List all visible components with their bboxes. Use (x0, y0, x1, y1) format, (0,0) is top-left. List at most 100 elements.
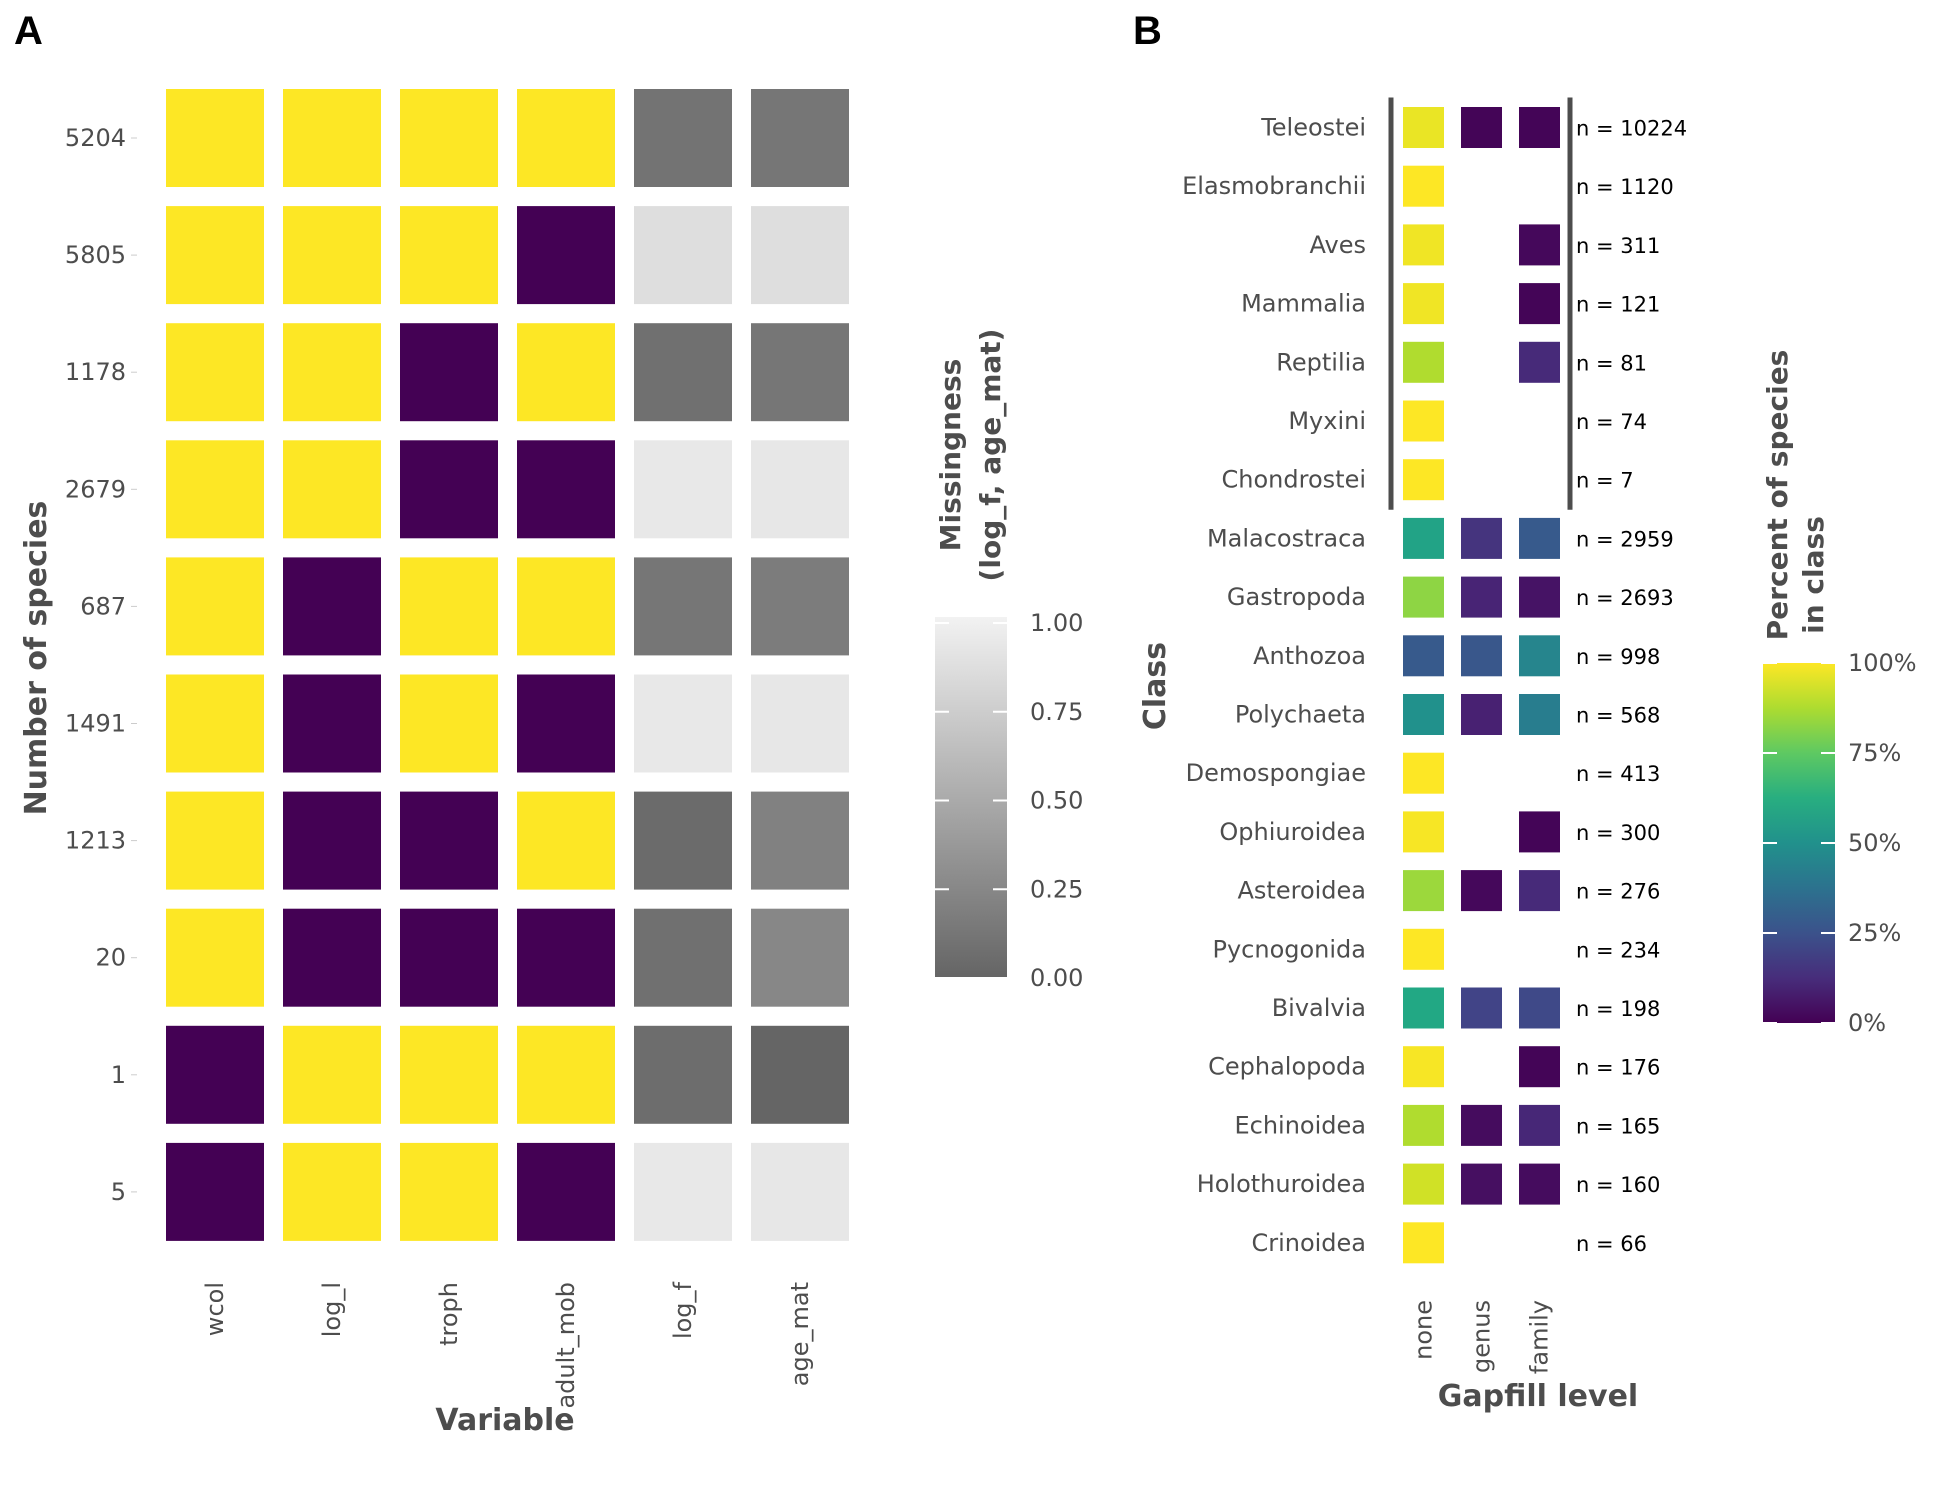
heatmap-cell (400, 557, 498, 656)
gapfill-cell (1519, 811, 1560, 853)
gapfill-cell (1403, 752, 1444, 794)
heatmap-cell (400, 323, 498, 422)
class-label: Teleostei (1260, 114, 1366, 142)
heatmap-cell (166, 1025, 264, 1124)
class-label: Reptilia (1276, 348, 1366, 376)
class-label: Mammalia (1241, 290, 1366, 318)
panel-b: B Teleostei Elasmobranchii Aves Mammalia Rep… (1133, 9, 1917, 1414)
class-label: Asteroidea (1238, 877, 1367, 905)
x-tick-label: age_mat (786, 1282, 814, 1386)
gapfill-cell (1403, 1046, 1444, 1088)
panel-a-y-ticks: 5204 5805 1178 2679 687 1491 1213 20 1 5 (65, 124, 137, 1206)
gapfill-cell (1519, 224, 1560, 266)
heatmap-cell (517, 1025, 615, 1124)
heatmap-cell (400, 674, 498, 773)
class-label: Gastropoda (1227, 583, 1366, 611)
heatmap-cell (634, 206, 732, 305)
n-label: n = 121 (1576, 293, 1660, 317)
missingness-legend-title-line2: (log_f, age_mat) (974, 329, 1007, 582)
heatmap-cell (283, 89, 381, 187)
heatmap-cell (166, 557, 264, 656)
gapfill-cell (1403, 107, 1444, 148)
heatmap-cell (283, 557, 381, 656)
n-label: n = 7 (1576, 469, 1634, 493)
panel-a-cells (166, 89, 849, 1241)
class-label: Crinoidea (1251, 1229, 1366, 1257)
class-label: Pycnogonida (1212, 935, 1366, 963)
vertebrate-bracket (1388, 97, 1573, 510)
gapfill-cell (1461, 1163, 1502, 1205)
heatmap-cell (166, 206, 264, 305)
heatmap-cell (283, 674, 381, 773)
n-label: n = 74 (1576, 410, 1647, 434)
gapfill-cell (1519, 694, 1560, 735)
gapfill-cell (1403, 459, 1444, 501)
class-label: Polychaeta (1235, 701, 1366, 729)
gapfill-cell (1519, 283, 1560, 325)
y-tick-label: 1491 (65, 710, 126, 738)
heatmap-cell (400, 440, 498, 539)
legend-tick-label: 0.00 (1030, 964, 1083, 992)
gapfill-cell (1461, 635, 1502, 677)
y-tick-label: 687 (80, 592, 126, 620)
y-tick-label: 5 (111, 1178, 126, 1206)
heatmap-cell (517, 1142, 615, 1241)
x-tick-label: wcol (201, 1282, 229, 1336)
y-tick-label: 20 (95, 944, 126, 972)
gapfill-cell (1403, 811, 1444, 853)
heatmap-cell (283, 908, 381, 1007)
class-label: Holothuroidea (1197, 1170, 1366, 1198)
heatmap-cell (400, 1142, 498, 1241)
x-tick-label: none (1410, 1300, 1438, 1360)
x-tick-label: family (1526, 1300, 1554, 1374)
gapfill-cell (1519, 870, 1560, 912)
class-label: Cephalopoda (1208, 1053, 1366, 1081)
n-label: n = 176 (1576, 1056, 1660, 1080)
n-label: n = 2693 (1576, 586, 1674, 610)
legend-tick-label: 0.50 (1030, 787, 1083, 815)
n-label: n = 10224 (1576, 117, 1687, 141)
gapfill-cell (1461, 1104, 1502, 1146)
class-label: Malacostraca (1207, 524, 1366, 552)
x-tick-label: log_l (318, 1282, 346, 1337)
percent-legend-ticks: 100% 75% 50% 25% 0% (1763, 649, 1917, 1037)
n-label: n = 81 (1576, 351, 1647, 375)
x-tick-label: log_f (669, 1281, 697, 1339)
x-tick-label: troph (435, 1282, 463, 1346)
heatmap-cell (166, 674, 264, 773)
heatmap-cell (751, 1142, 849, 1241)
legend-tick-label: 1.00 (1030, 609, 1083, 637)
gapfill-cell (1519, 1104, 1560, 1146)
gapfill-cell (1519, 635, 1560, 677)
heatmap-cell (400, 1025, 498, 1124)
panel-a-label: A (14, 9, 43, 53)
n-label: n = 165 (1576, 1114, 1660, 1138)
heatmap-cell (517, 791, 615, 890)
percent-legend-title-line1: Percent of species (1761, 350, 1794, 641)
heatmap-cell (283, 206, 381, 305)
gapfill-cell (1461, 987, 1502, 1029)
class-label: Aves (1310, 231, 1366, 259)
gapfill-cell (1403, 928, 1444, 970)
y-tick-label: 1 (111, 1061, 126, 1089)
y-tick-label: 2679 (65, 475, 126, 503)
heatmap-cell (517, 557, 615, 656)
heatmap-cell (634, 557, 732, 656)
n-label: n = 300 (1576, 821, 1660, 845)
heatmap-cell (634, 323, 732, 422)
y-tick-label: 1178 (65, 358, 126, 386)
x-tick-label: genus (1468, 1300, 1496, 1373)
heatmap-cell (634, 1025, 732, 1124)
heatmap-cell (283, 323, 381, 422)
x-tick-label: adult_mob (552, 1282, 580, 1409)
panel-a-y-title: Number of species (19, 501, 54, 816)
heatmap-cell (517, 440, 615, 539)
gapfill-cell (1403, 341, 1444, 383)
n-label: n = 234 (1576, 938, 1660, 962)
gapfill-cell (1403, 1222, 1444, 1264)
missingness-colorbar (935, 617, 1007, 977)
missingness-legend-title-line1: Missingness (934, 359, 967, 552)
missingness-legend-ticks: 1.00 0.75 0.50 0.25 0.00 (935, 609, 1083, 992)
heatmap-cell (751, 1025, 849, 1124)
gapfill-cell (1403, 165, 1444, 207)
